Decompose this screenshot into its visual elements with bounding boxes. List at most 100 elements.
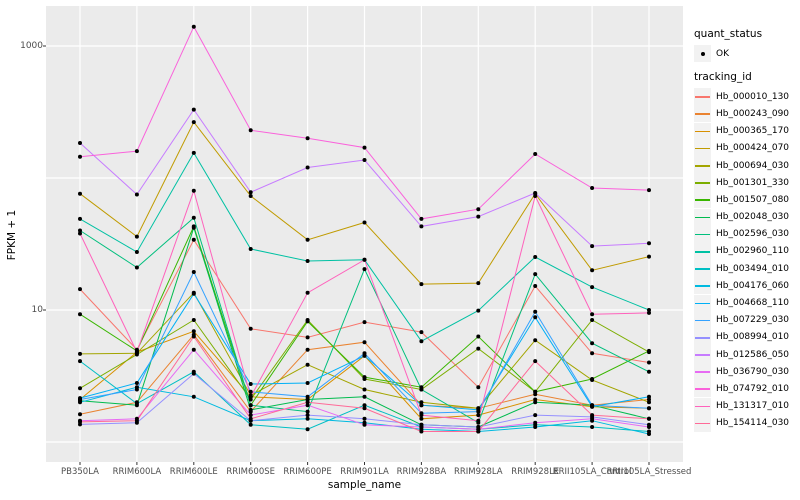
legend-key-swatch (694, 242, 711, 260)
data-point (476, 413, 481, 418)
data-point (191, 329, 196, 334)
legend-key-swatch (694, 105, 711, 123)
legend-key-swatch (694, 277, 711, 295)
legend-line-icon (695, 216, 710, 219)
data-point (305, 381, 310, 385)
legend-line-icon (695, 233, 710, 236)
data-point (590, 377, 595, 381)
legend-item-label: Hb_002596_030 (716, 229, 790, 240)
legend-key-swatch (694, 260, 711, 278)
data-point (533, 338, 538, 343)
data-point (362, 375, 367, 380)
legend-line-icon (695, 199, 710, 201)
data-point (305, 347, 310, 352)
data-point (647, 416, 651, 421)
data-point (647, 360, 651, 365)
data-point (590, 413, 595, 418)
legend-item-Hb_001507_080: Hb_001507_080 (694, 191, 798, 209)
data-point (78, 400, 82, 405)
legend-key-swatch (694, 139, 711, 157)
legend-key-swatch (694, 157, 711, 175)
data-point (248, 422, 253, 427)
legend-item-Hb_000424_070: Hb_000424_070 (694, 139, 798, 157)
data-point (647, 425, 651, 429)
data-point (647, 400, 651, 405)
legend-item-label: Hb_008994_010 (716, 332, 790, 343)
legend-item-label: Hb_036790_030 (716, 366, 790, 377)
data-point (248, 194, 253, 198)
data-point (134, 265, 139, 270)
data-point (476, 418, 481, 423)
data-point (590, 403, 595, 408)
data-point (305, 319, 310, 324)
data-point (191, 270, 196, 274)
data-point (305, 413, 310, 418)
data-point (305, 409, 310, 414)
legend-key-swatch (694, 294, 711, 312)
data-point (476, 385, 481, 390)
x-tick-label-RRIM901LA: RRIM901LA (340, 467, 389, 477)
data-point (419, 387, 424, 392)
data-point (78, 141, 82, 145)
x-axis-title: sample_name (327, 479, 402, 491)
data-point (476, 346, 481, 351)
data-point (305, 394, 310, 399)
x-tick-label-RRIM600SE: RRIM600SE (226, 467, 276, 477)
data-point (362, 145, 367, 150)
data-point (191, 150, 196, 155)
legend-line-icon (695, 268, 710, 270)
data-point (191, 107, 196, 112)
data-point (419, 224, 424, 229)
data-point (647, 241, 651, 246)
legend-item-label: Hb_001507_080 (716, 194, 790, 205)
data-point (78, 228, 82, 233)
data-point (305, 400, 310, 405)
data-point (362, 416, 367, 421)
data-point (191, 291, 196, 296)
legend-item-label: Hb_002048_030 (716, 212, 790, 223)
x-tick-label-RRII105LA_Stressed: RRII105LA_Stressed (606, 467, 692, 477)
x-tick-label-PB350LA: PB350LA (61, 467, 99, 477)
legend-item-label: Hb_001301_330 (716, 177, 790, 188)
data-point (78, 287, 82, 292)
data-point (419, 403, 424, 408)
legend-item-label: Hb_000243_090 (716, 108, 790, 119)
data-point (134, 250, 139, 254)
data-point (248, 190, 253, 195)
legend-key-swatch (694, 191, 711, 209)
data-point (476, 429, 481, 434)
data-point (419, 413, 424, 418)
legend-item-Hb_074792_010: Hb_074792_010 (694, 380, 798, 398)
legend-key-swatch (694, 311, 711, 329)
data-point (476, 334, 481, 339)
legend-key-swatch (694, 122, 711, 140)
legend-item-Hb_008994_010: Hb_008994_010 (694, 328, 798, 346)
legend-key-swatch (694, 414, 711, 432)
data-point (647, 254, 651, 259)
data-point (419, 425, 424, 429)
legend-item-Hb_007229_030: Hb_007229_030 (694, 311, 798, 329)
legend-key-swatch (694, 397, 711, 415)
data-point (305, 290, 310, 295)
legend-line-icon (695, 336, 710, 339)
legend-key-swatch (694, 363, 711, 381)
legend-key-swatch (694, 208, 711, 226)
legend-title-quant-status: quant_status (694, 28, 763, 40)
data-point (533, 315, 538, 320)
data-point (362, 220, 367, 225)
legend-line-icon (695, 371, 710, 373)
legend-line-icon (695, 319, 710, 322)
data-point (590, 268, 595, 273)
data-point (362, 267, 367, 272)
x-tick-label-RRIM928BA: RRIM928BA (396, 467, 447, 477)
data-point (305, 416, 310, 421)
data-point (533, 425, 538, 429)
legend-tracking-id-items: Hb_000010_130 Hb_000243_090 Hb_000365_170 H… (694, 88, 798, 432)
legend-line-icon (695, 182, 710, 184)
data-point (533, 420, 538, 425)
data-point (362, 158, 367, 162)
data-point (590, 416, 595, 421)
data-point (78, 216, 82, 221)
legend-line-icon (695, 422, 710, 425)
legend-line-icon (695, 354, 710, 356)
